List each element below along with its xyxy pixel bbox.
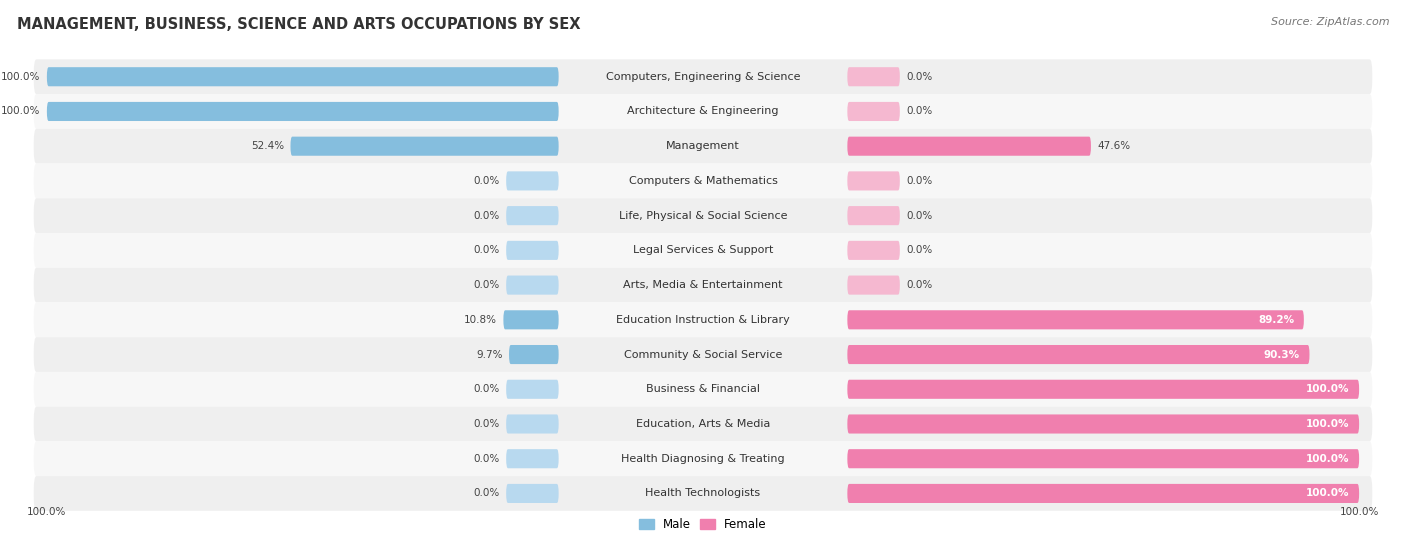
Text: 0.0%: 0.0%: [907, 176, 932, 186]
FancyBboxPatch shape: [848, 449, 1360, 468]
FancyBboxPatch shape: [848, 206, 900, 225]
Text: 100.0%: 100.0%: [1, 106, 41, 116]
Text: 90.3%: 90.3%: [1264, 349, 1299, 359]
Text: 0.0%: 0.0%: [474, 280, 499, 290]
FancyBboxPatch shape: [46, 67, 558, 86]
FancyBboxPatch shape: [848, 484, 1360, 503]
FancyBboxPatch shape: [509, 345, 558, 364]
FancyBboxPatch shape: [506, 206, 558, 225]
Text: Computers, Engineering & Science: Computers, Engineering & Science: [606, 72, 800, 82]
Text: Life, Physical & Social Science: Life, Physical & Social Science: [619, 211, 787, 221]
FancyBboxPatch shape: [506, 241, 558, 260]
Text: Health Diagnosing & Treating: Health Diagnosing & Treating: [621, 454, 785, 464]
FancyBboxPatch shape: [848, 414, 1360, 434]
Text: Legal Services & Support: Legal Services & Support: [633, 245, 773, 255]
Text: MANAGEMENT, BUSINESS, SCIENCE AND ARTS OCCUPATIONS BY SEX: MANAGEMENT, BUSINESS, SCIENCE AND ARTS O…: [17, 17, 581, 32]
FancyBboxPatch shape: [848, 172, 900, 191]
Text: 0.0%: 0.0%: [474, 419, 499, 429]
FancyBboxPatch shape: [848, 310, 1303, 329]
FancyBboxPatch shape: [506, 484, 558, 503]
Text: Arts, Media & Entertainment: Arts, Media & Entertainment: [623, 280, 783, 290]
FancyBboxPatch shape: [34, 198, 1372, 233]
Text: 10.8%: 10.8%: [464, 315, 496, 325]
FancyBboxPatch shape: [34, 59, 1372, 94]
FancyBboxPatch shape: [848, 380, 1360, 399]
Text: 0.0%: 0.0%: [907, 245, 932, 255]
FancyBboxPatch shape: [34, 268, 1372, 302]
Text: 100.0%: 100.0%: [1, 72, 41, 82]
FancyBboxPatch shape: [291, 136, 558, 156]
FancyBboxPatch shape: [506, 380, 558, 399]
FancyBboxPatch shape: [34, 164, 1372, 198]
FancyBboxPatch shape: [506, 172, 558, 191]
Text: 0.0%: 0.0%: [474, 489, 499, 499]
FancyBboxPatch shape: [34, 406, 1372, 442]
FancyBboxPatch shape: [34, 476, 1372, 511]
Text: 47.6%: 47.6%: [1098, 141, 1130, 151]
FancyBboxPatch shape: [848, 276, 900, 295]
FancyBboxPatch shape: [34, 233, 1372, 268]
FancyBboxPatch shape: [34, 302, 1372, 337]
FancyBboxPatch shape: [506, 276, 558, 295]
Text: Source: ZipAtlas.com: Source: ZipAtlas.com: [1271, 17, 1389, 27]
FancyBboxPatch shape: [34, 372, 1372, 406]
Text: Community & Social Service: Community & Social Service: [624, 349, 782, 359]
FancyBboxPatch shape: [34, 94, 1372, 129]
Text: 0.0%: 0.0%: [474, 454, 499, 464]
Text: Management: Management: [666, 141, 740, 151]
FancyBboxPatch shape: [34, 129, 1372, 164]
Text: 9.7%: 9.7%: [477, 349, 502, 359]
FancyBboxPatch shape: [506, 449, 558, 468]
FancyBboxPatch shape: [848, 136, 1091, 156]
FancyBboxPatch shape: [848, 102, 900, 121]
Text: 0.0%: 0.0%: [907, 72, 932, 82]
Text: 0.0%: 0.0%: [474, 211, 499, 221]
FancyBboxPatch shape: [848, 241, 900, 260]
Text: 0.0%: 0.0%: [907, 280, 932, 290]
Text: Architecture & Engineering: Architecture & Engineering: [627, 106, 779, 116]
Text: 100.0%: 100.0%: [1306, 384, 1350, 394]
FancyBboxPatch shape: [34, 337, 1372, 372]
Text: 0.0%: 0.0%: [474, 384, 499, 394]
Text: 100.0%: 100.0%: [27, 506, 66, 517]
Text: Education Instruction & Library: Education Instruction & Library: [616, 315, 790, 325]
FancyBboxPatch shape: [848, 67, 900, 86]
Text: 0.0%: 0.0%: [474, 176, 499, 186]
Text: 100.0%: 100.0%: [1306, 454, 1350, 464]
FancyBboxPatch shape: [506, 414, 558, 434]
Text: 89.2%: 89.2%: [1258, 315, 1294, 325]
Text: 0.0%: 0.0%: [474, 245, 499, 255]
Legend: Male, Female: Male, Female: [634, 513, 772, 536]
Text: 100.0%: 100.0%: [1306, 489, 1350, 499]
Text: Computers & Mathematics: Computers & Mathematics: [628, 176, 778, 186]
Text: 0.0%: 0.0%: [907, 106, 932, 116]
Text: Education, Arts & Media: Education, Arts & Media: [636, 419, 770, 429]
Text: 52.4%: 52.4%: [250, 141, 284, 151]
Text: 100.0%: 100.0%: [1306, 419, 1350, 429]
Text: Health Technologists: Health Technologists: [645, 489, 761, 499]
FancyBboxPatch shape: [46, 102, 558, 121]
Text: 100.0%: 100.0%: [1340, 506, 1379, 517]
FancyBboxPatch shape: [503, 310, 558, 329]
Text: Business & Financial: Business & Financial: [645, 384, 761, 394]
FancyBboxPatch shape: [34, 442, 1372, 476]
Text: 0.0%: 0.0%: [907, 211, 932, 221]
FancyBboxPatch shape: [848, 345, 1309, 364]
